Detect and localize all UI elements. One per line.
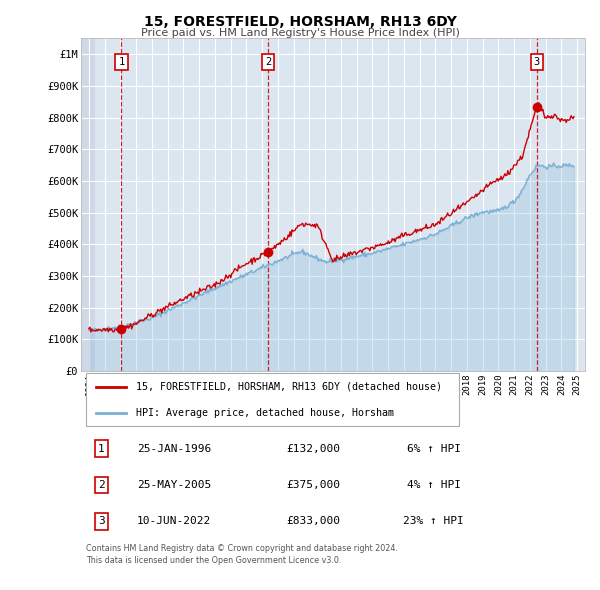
Text: Contains HM Land Registry data © Crown copyright and database right 2024.
This d: Contains HM Land Registry data © Crown c… [86, 543, 398, 565]
Text: 2: 2 [98, 480, 104, 490]
Text: 25-JAN-1996: 25-JAN-1996 [137, 444, 211, 454]
Text: Price paid vs. HM Land Registry's House Price Index (HPI): Price paid vs. HM Land Registry's House … [140, 28, 460, 38]
Text: 10-JUN-2022: 10-JUN-2022 [137, 516, 211, 526]
Text: 15, FORESTFIELD, HORSHAM, RH13 6DY: 15, FORESTFIELD, HORSHAM, RH13 6DY [143, 15, 457, 29]
Text: 4% ↑ HPI: 4% ↑ HPI [407, 480, 461, 490]
Text: 1: 1 [118, 57, 125, 67]
Text: 2: 2 [265, 57, 272, 67]
Text: 23% ↑ HPI: 23% ↑ HPI [403, 516, 464, 526]
Text: 3: 3 [98, 516, 104, 526]
Bar [81, 38, 95, 371]
Text: 6% ↑ HPI: 6% ↑ HPI [407, 444, 461, 454]
Text: 25-MAY-2005: 25-MAY-2005 [137, 480, 211, 490]
Text: £833,000: £833,000 [286, 516, 340, 526]
Text: £132,000: £132,000 [286, 444, 340, 454]
Text: £375,000: £375,000 [286, 480, 340, 490]
Text: 1: 1 [98, 444, 104, 454]
Text: 3: 3 [533, 57, 540, 67]
Text: 15, FORESTFIELD, HORSHAM, RH13 6DY (detached house): 15, FORESTFIELD, HORSHAM, RH13 6DY (deta… [136, 382, 442, 392]
Text: HPI: Average price, detached house, Horsham: HPI: Average price, detached house, Hors… [136, 408, 394, 418]
